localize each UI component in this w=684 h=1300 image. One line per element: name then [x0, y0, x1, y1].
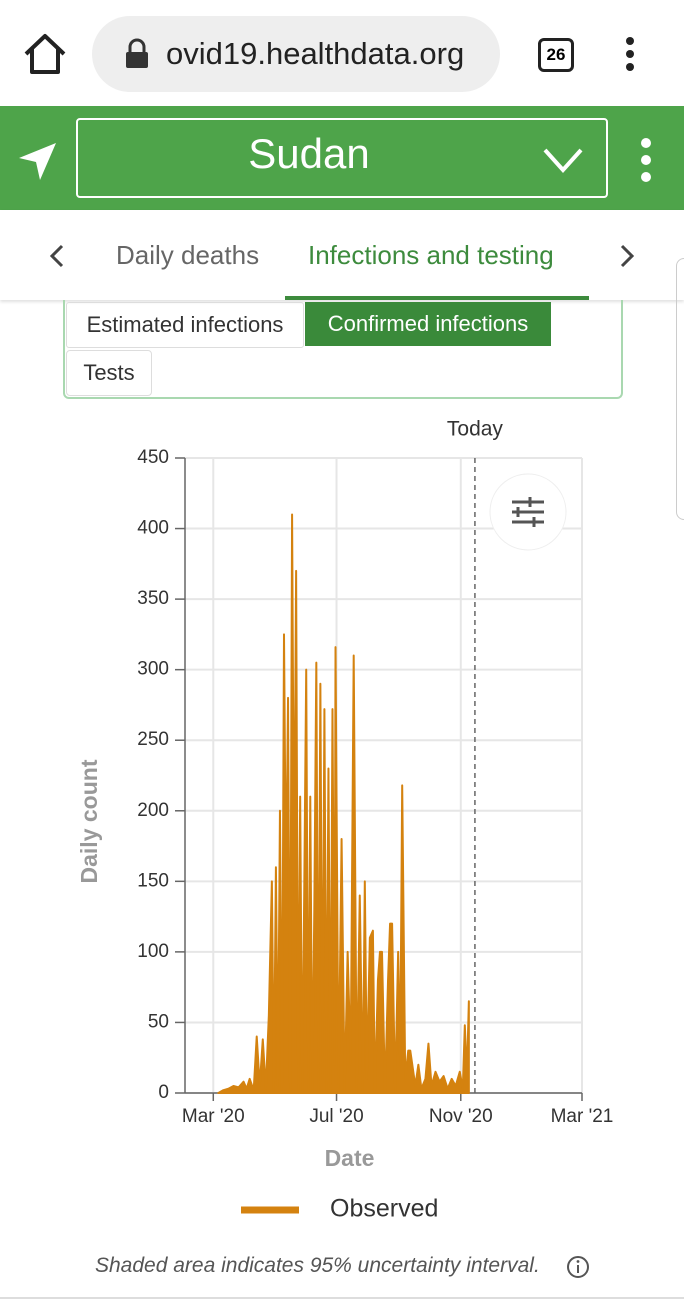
x-axis-label: Date — [325, 1145, 375, 1171]
home-icon[interactable] — [22, 32, 68, 76]
chart-settings[interactable] — [489, 473, 567, 551]
y-axis-label: Daily count — [76, 759, 102, 883]
footnote: Shaded area indicates 95% uncertainty in… — [95, 1254, 540, 1277]
subtab-panel — [63, 300, 623, 399]
y-tick-label: 50 — [148, 1011, 169, 1032]
annotation: Today — [447, 418, 504, 441]
tab-next[interactable] — [618, 244, 636, 268]
y-tick-label: 250 — [137, 729, 169, 750]
tab-prev[interactable] — [48, 244, 66, 268]
url-text: ovid19.healthdata.org — [166, 36, 465, 71]
y-tick-label: 0 — [158, 1082, 169, 1103]
info-icon[interactable] — [566, 1255, 590, 1279]
menu-icon[interactable] — [622, 36, 638, 72]
y-tick-label: 200 — [137, 800, 169, 821]
subtab[interactable]: Tests — [66, 350, 152, 396]
tab-active[interactable]: Infections and testing — [308, 240, 554, 270]
locate-icon[interactable] — [16, 140, 60, 184]
y-tick-label: 350 — [137, 588, 169, 609]
location-select[interactable] — [76, 118, 608, 198]
lock-icon — [126, 38, 148, 68]
y-tick-label: 450 — [137, 447, 169, 468]
y-tick-label: 100 — [137, 941, 169, 962]
tab-underline — [285, 296, 589, 300]
subtab[interactable]: Estimated infections — [66, 302, 304, 348]
x-tick-label: Mar '21 — [551, 1106, 614, 1127]
y-tick-label: 150 — [137, 870, 169, 891]
header-menu-icon[interactable] — [638, 136, 654, 184]
x-tick-label: Jul '20 — [309, 1106, 363, 1127]
location-name: Sudan — [248, 130, 370, 177]
legend-label: Observed — [330, 1195, 438, 1223]
x-tick-label: Mar '20 — [182, 1106, 245, 1127]
url-field[interactable] — [92, 16, 500, 92]
chart: 0 50 100 150 200 250 300 350 400 450 Mar '20 Jul '2… — [76, 418, 614, 1223]
y-tick-label: 300 — [137, 659, 169, 680]
area — [217, 513, 470, 1094]
dropdown-icon — [543, 148, 583, 173]
x-tick-label: Nov '20 — [429, 1106, 493, 1127]
subtab-active[interactable]: Confirmed infections — [305, 302, 551, 346]
tab-count[interactable]: 26 — [538, 38, 574, 72]
bottom-rule — [0, 1297, 684, 1299]
tab[interactable]: Daily deaths — [116, 240, 260, 270]
y-tick-label: 400 — [137, 518, 169, 539]
tab-bar: Daily deaths Infections and testing — [0, 210, 684, 300]
browser-bar: ovid19.healthdata.org 26 — [0, 0, 684, 106]
location-header: Sudan — [0, 106, 684, 210]
